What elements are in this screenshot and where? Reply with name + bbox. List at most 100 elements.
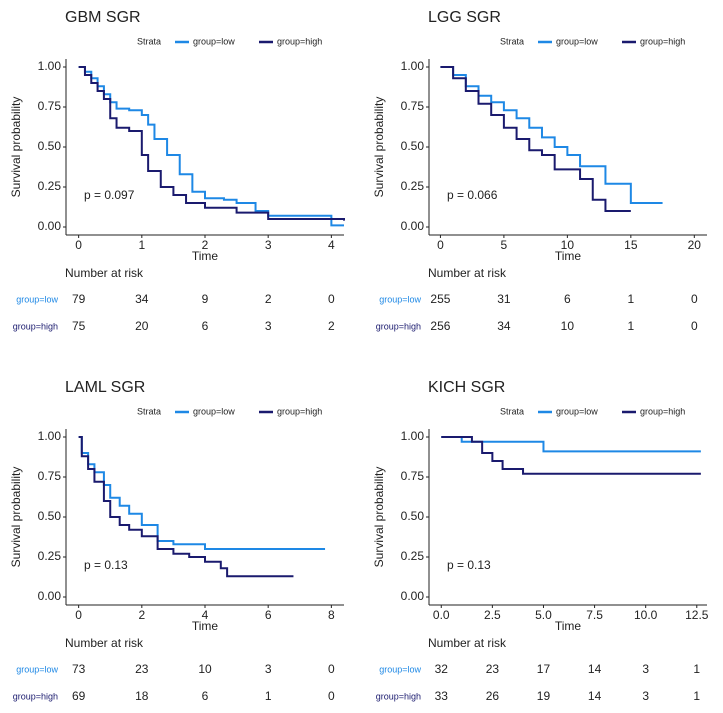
survival-curve [78,436,326,550]
y-tick-label: 0.25 [401,549,425,563]
risk-row-label: group=low [379,664,421,674]
y-tick-label: 0.50 [401,139,425,153]
risk-count: 34 [497,319,511,333]
risk-count: 75 [72,319,86,333]
risk-count: 3 [265,319,272,333]
x-tick-label: 2 [138,608,145,622]
risk-count: 10 [561,319,575,333]
legend-label: group=high [277,406,322,416]
survival-curve [441,436,701,475]
risk-row-label: group=low [16,294,58,304]
p-value: p = 0.097 [84,188,135,202]
y-axis-label: Survival probability [9,467,23,568]
risk-count: 0 [691,319,698,333]
x-tick-label: 5.0 [535,608,552,622]
legend-label: group=low [193,36,235,46]
risk-count: 14 [588,689,602,703]
x-tick-label: 3 [265,238,272,252]
risk-count: 256 [430,319,450,333]
risk-count: 6 [202,689,209,703]
x-axis-label: Time [192,249,219,263]
risk-row-label: group=high [376,321,421,331]
legend-label: group=high [640,406,685,416]
risk-count: 6 [202,319,209,333]
survival-curve [440,66,663,204]
x-tick-label: 6 [265,608,272,622]
risk-count: 18 [135,689,149,703]
risk-count: 34 [135,292,149,306]
risk-table-title: Number at risk [65,636,144,650]
x-tick-label: 0.0 [433,608,450,622]
risk-count: 3 [642,662,649,676]
risk-count: 0 [328,689,335,703]
y-tick-label: 0.75 [38,469,62,483]
risk-count: 79 [72,292,86,306]
p-value: p = 0.13 [84,558,128,572]
risk-count: 26 [486,689,500,703]
legend-title: Strata [137,36,161,46]
legend-title: Strata [137,406,161,416]
risk-count: 23 [486,662,500,676]
p-value: p = 0.13 [447,558,491,572]
panel: KICH SGR Strata group=low group=high 0.00 0.2… [372,379,709,703]
panel: LAML SGR Strata group=low group=high 0.00 0.2… [9,379,344,703]
y-tick-label: 0.25 [38,179,62,193]
y-tick-label: 0.25 [401,179,425,193]
y-tick-label: 0.75 [38,99,62,113]
legend-label: group=low [556,36,598,46]
risk-count: 23 [135,662,149,676]
x-tick-label: 0 [437,238,444,252]
survival-curve [78,436,294,578]
risk-row-label: group=high [376,691,421,701]
risk-count: 73 [72,662,86,676]
risk-count: 9 [202,292,209,306]
x-tick-label: 2 [202,238,209,252]
risk-count: 0 [328,662,335,676]
risk-row-label: group=high [13,691,58,701]
risk-count: 20 [135,319,149,333]
risk-table-title: Number at risk [428,636,507,650]
legend-label: group=high [277,36,322,46]
legend-label: group=low [193,406,235,416]
risk-count: 3 [642,689,649,703]
risk-count: 14 [588,662,602,676]
y-tick-label: 0.50 [38,509,62,523]
risk-count: 0 [328,292,335,306]
y-tick-label: 0.00 [401,589,425,603]
survival-curve [440,66,631,212]
x-tick-label: 0 [75,238,82,252]
risk-row-label: group=high [13,321,58,331]
x-axis-label: Time [192,619,219,633]
risk-count: 32 [435,662,449,676]
risk-count: 3 [265,662,272,676]
y-tick-label: 0.25 [38,549,62,563]
p-value: p = 0.066 [447,188,498,202]
chart-title: GBM SGR [65,9,141,26]
y-tick-label: 1.00 [401,429,425,443]
risk-count: 1 [265,689,272,703]
y-tick-label: 0.00 [38,219,62,233]
panel: LGG SGR Strata group=low group=high 0.00 0.25… [372,9,707,333]
legend-title: Strata [500,406,524,416]
x-tick-label: 4 [328,238,335,252]
x-tick-label: 2.5 [484,608,501,622]
risk-count: 255 [430,292,450,306]
risk-count: 2 [265,292,272,306]
legend-label: group=high [640,36,685,46]
x-tick-label: 10 [561,238,575,252]
chart-title: LGG SGR [428,9,501,26]
x-tick-label: 8 [328,608,335,622]
x-axis-label: Time [555,619,582,633]
x-tick-label: 0 [75,608,82,622]
legend-title: Strata [500,36,524,46]
x-tick-label: 5 [501,238,508,252]
x-tick-label: 10.0 [634,608,658,622]
y-tick-label: 0.50 [401,509,425,523]
x-tick-label: 4 [202,608,209,622]
risk-count: 19 [537,689,551,703]
y-axis-label: Survival probability [372,467,386,568]
survival-curve [78,66,345,221]
y-tick-label: 0.75 [401,469,425,483]
risk-count: 1 [693,662,700,676]
risk-count: 69 [72,689,86,703]
